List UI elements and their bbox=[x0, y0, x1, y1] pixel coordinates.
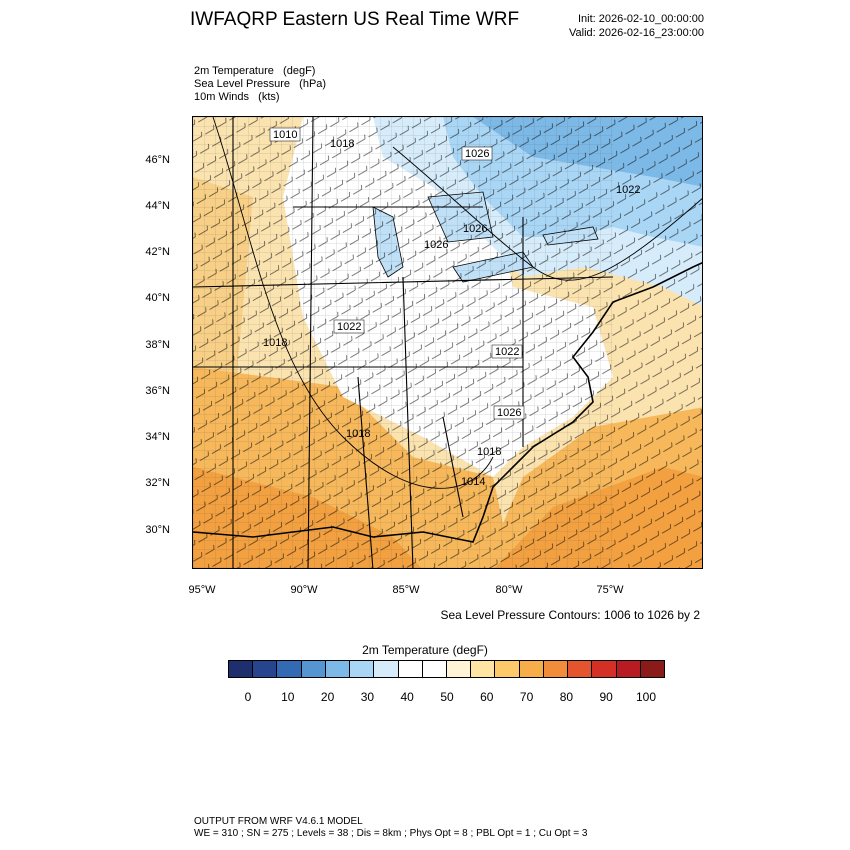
map-canvas: 1010 1018 1026 1022 1026 1026 1022 1018 … bbox=[193, 117, 702, 568]
lat-label: 36°N bbox=[145, 385, 170, 397]
colorbar-swatch bbox=[301, 661, 326, 677]
colorbar-label: 20 bbox=[320, 690, 335, 704]
lat-label: 30°N bbox=[145, 524, 170, 536]
lat-label: 32°N bbox=[145, 477, 170, 489]
lon-label: 85°W bbox=[392, 584, 420, 596]
pressure-label: 1026 bbox=[465, 148, 489, 160]
colorbar-swatch bbox=[350, 661, 375, 677]
colorbar-swatch bbox=[422, 661, 447, 677]
lat-label: 38°N bbox=[145, 339, 170, 351]
state-borders bbox=[193, 117, 614, 568]
pressure-label: 1026 bbox=[497, 407, 521, 419]
contour-note: Sea Level Pressure Contours: 1006 to 102… bbox=[440, 608, 701, 622]
colorbar-swatch bbox=[519, 661, 544, 677]
pressure-label: 1022 bbox=[337, 321, 361, 333]
model-settings: WE = 310 ; SN = 275 ; Levels = 38 ; Dis … bbox=[194, 828, 588, 839]
colorbar-swatch bbox=[543, 661, 569, 677]
colorbar-label: 50 bbox=[440, 690, 454, 704]
isobar-labels: 1010 1018 1026 1022 1026 1026 1022 1018 … bbox=[263, 127, 640, 488]
colorbar-swatch bbox=[398, 661, 423, 677]
model-info: OUTPUT FROM WRF V4.6.1 MODEL WE = 310 ; … bbox=[194, 816, 587, 840]
weather-map: 1010 1018 1026 1022 1026 1026 1022 1018 … bbox=[192, 116, 703, 569]
pressure-label: 1014 bbox=[461, 476, 485, 488]
colorbar-swatch bbox=[446, 661, 472, 677]
lat-label: 34°N bbox=[145, 431, 170, 443]
colorbar-label: 70 bbox=[519, 690, 534, 704]
lat-label: 42°N bbox=[145, 246, 170, 258]
valid-time: Valid: 2026-02-16_23:00:00 bbox=[569, 27, 704, 39]
colorbar bbox=[228, 660, 665, 678]
lat-label: 40°N bbox=[145, 292, 170, 304]
colorbar-swatch bbox=[640, 661, 664, 677]
pressure-label: 1018 bbox=[477, 446, 501, 458]
pressure-label: 1026 bbox=[424, 239, 448, 251]
wind-barbs bbox=[193, 117, 702, 568]
pressure-label: 1022 bbox=[616, 184, 640, 196]
colorbar-swatch bbox=[374, 661, 399, 677]
isobar-north bbox=[392, 146, 702, 281]
pressure-label: 1022 bbox=[495, 346, 519, 358]
colorbar-label: 80 bbox=[559, 690, 574, 704]
lat-label: 44°N bbox=[145, 200, 170, 212]
field-pressure: Sea Level Pressure (hPa) bbox=[194, 78, 327, 90]
colorbar-label: 40 bbox=[400, 690, 414, 704]
colorbar-label: 0 bbox=[244, 690, 252, 704]
colorbar-swatch bbox=[471, 661, 496, 677]
colorbar-swatch bbox=[253, 661, 278, 677]
colorbar-swatch bbox=[325, 661, 351, 677]
colorbar-title: 2m Temperature (degF) bbox=[362, 643, 488, 657]
chart-title: IWFAQRP Eastern US Real Time WRF bbox=[190, 9, 520, 30]
lon-label: 80°W bbox=[495, 584, 523, 596]
colorbar-label: 90 bbox=[599, 690, 613, 704]
coastline bbox=[193, 262, 702, 543]
lon-label: 90°W bbox=[290, 584, 318, 596]
pressure-label: 1018 bbox=[263, 337, 287, 349]
pressure-label: 1026 bbox=[463, 223, 487, 235]
model-version: OUTPUT FROM WRF V4.6.1 MODEL bbox=[194, 816, 363, 827]
lat-label: 46°N bbox=[145, 154, 170, 166]
colorbar-swatch bbox=[568, 661, 593, 677]
pressure-label: 1010 bbox=[273, 129, 297, 141]
colorbar-label: 60 bbox=[480, 690, 494, 704]
lon-label: 75°W bbox=[596, 584, 624, 596]
colorbar-swatch bbox=[592, 661, 617, 677]
lon-label: 95°W bbox=[188, 584, 216, 596]
colorbar-swatch bbox=[277, 661, 302, 677]
field-temperature: 2m Temperature (degF) bbox=[194, 65, 316, 77]
colorbar-swatch bbox=[616, 661, 641, 677]
colorbar-swatch bbox=[495, 661, 520, 677]
init-time: Init: 2026-02-10_00:00:00 bbox=[578, 13, 704, 25]
pressure-label: 1018 bbox=[346, 428, 370, 440]
field-list: 2m Temperature (degF) Sea Level Pressure… bbox=[194, 65, 326, 104]
colorbar-label: 100 bbox=[635, 690, 657, 704]
isobar-south bbox=[212, 117, 494, 489]
run-times: Init: 2026-02-10_00:00:00 Valid: 2026-02… bbox=[569, 12, 704, 40]
colorbar-swatch bbox=[229, 661, 254, 677]
pressure-label: 1018 bbox=[330, 138, 354, 150]
field-winds: 10m Winds (kts) bbox=[194, 91, 280, 103]
colorbar-label: 10 bbox=[281, 690, 295, 704]
colorbar-label: 30 bbox=[360, 690, 375, 704]
